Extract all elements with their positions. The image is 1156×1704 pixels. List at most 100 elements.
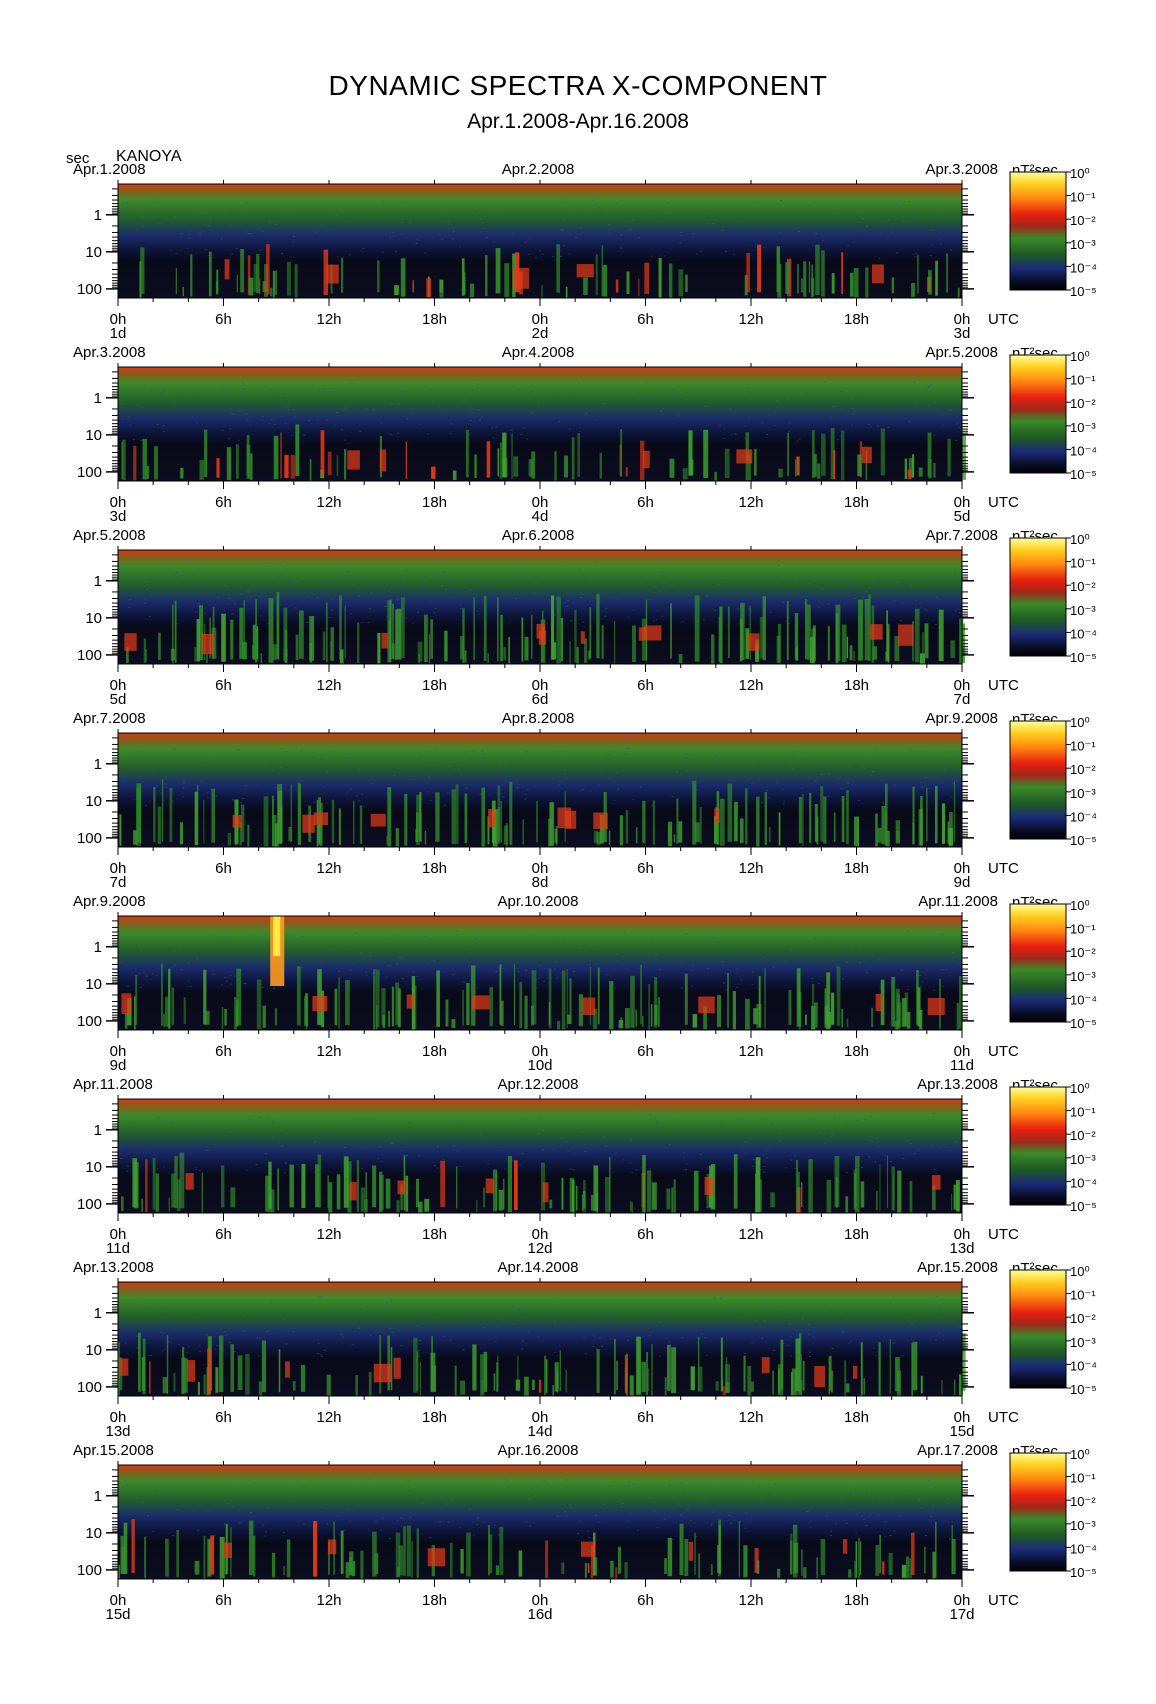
spectrogram-background [118,367,962,481]
colorbar-tick-label: 10⁻⁴ [1070,260,1097,275]
x-tick-label: 12h [316,860,341,877]
y-tick-label: 1 [94,1305,102,1322]
spectrogram-activity [118,1479,964,1579]
day-label: 5d [954,508,971,525]
colorbar-tick-label: 10⁻⁴ [1070,1175,1097,1190]
panel-date-start: Apr.15.2008 [73,1442,154,1459]
spectra-panel: Apr.9.2008 Apr.10.2008 Apr.11.2008 nT²sec 1 1… [0,894,1156,1076]
spectrogram-activity [121,199,964,298]
x-tick-label: 12h [738,311,763,328]
colorbar-tick-label: 10⁻² [1070,945,1096,960]
colorbar-tick-label: 10⁰ [1070,166,1090,181]
y-tick-label: 1 [94,207,102,224]
spectra-panel: Apr.11.2008 Apr.12.2008 Apr.13.2008 nT²sec 1… [0,1077,1156,1259]
colorbar-tick-label: 10⁻⁵ [1070,284,1097,299]
x-tick-label: 6h [637,860,654,877]
y-tick-label: 100 [77,1379,102,1396]
x-tick-label: 12h [738,1409,763,1426]
y-tick-label: 10 [85,610,102,627]
x-axis-unit: UTC [988,860,1019,877]
colorbar-tick-label: 10⁻⁵ [1070,833,1097,848]
day-label: 11d [106,1240,130,1257]
colorbar-tick-label: 10⁰ [1070,1081,1090,1096]
day-label: 14d [527,1423,552,1440]
x-tick-label: 12h [738,677,763,694]
y-tick-label: 1 [94,390,102,407]
panel-date-end: Apr.5.2008 [925,344,998,361]
y-tick-label: 10 [85,1525,102,1542]
spectrogram-svg: 1 10 100 0h 6h 12h 18h 0h 6h 12h 18h 0h UTC 13d 14d 15d… [77,1264,1097,1440]
colorbar-tick-label: 10⁻³ [1070,237,1096,252]
day-label: 13d [949,1240,974,1257]
colorbar-tick-label: 10⁻¹ [1070,1471,1096,1486]
x-tick-label: 12h [316,1043,341,1060]
colorbar [1009,720,1067,840]
day-label: 5d [110,691,127,708]
panel-date-end: Apr.9.2008 [925,710,998,727]
colorbar-tick-label: 10⁰ [1070,1447,1090,1462]
x-tick-label: 18h [422,860,447,877]
panel-date-start: Apr.1.2008 [73,161,146,178]
colorbar-tick-label: 10⁻⁵ [1070,1382,1097,1397]
spectrogram-svg: 1 10 100 0h 6h 12h 18h 0h 6h 12h 18h 0h UTC 3d 4d 5d 10⁰… [77,349,1097,525]
colorbar-tick-label: 10⁻¹ [1070,922,1096,937]
panel-date-end: Apr.17.2008 [917,1442,998,1459]
spectra-panel: Apr.1.2008 Apr.2.2008 Apr.3.2008 nT²sec 1 10 1… [0,162,1156,344]
colorbar-tick-label: 10⁻⁵ [1070,650,1097,665]
colorbar-tick-label: 10⁻⁴ [1070,1358,1097,1373]
x-tick-label: 0h [110,1226,127,1243]
x-tick-label: 0h [110,1592,127,1609]
y-axis-unit: sec [66,150,90,167]
colorbar-tick-label: 10⁻⁴ [1070,443,1097,458]
spectrogram-svg: 1 10 100 0h 6h 12h 18h 0h 6h 12h 18h 0h UTC 5d 6d 7d 10⁰… [77,532,1097,708]
day-label: 16d [527,1606,552,1623]
spectrogram-svg: 1 10 100 0h 6h 12h 18h 0h 6h 12h 18h 0h UTC 9d 10d 11d 1… [77,898,1097,1074]
x-tick-label: 6h [215,1409,232,1426]
colorbar [1009,1086,1067,1206]
x-tick-label: 0h [532,1592,549,1609]
x-axis-unit: UTC [988,1043,1019,1060]
colorbar-tick-label: 10⁻³ [1070,1335,1096,1350]
day-label: 13d [105,1423,130,1440]
colorbar-tick-label: 10⁻¹ [1070,1105,1096,1120]
spectrogram-background [118,1282,962,1396]
x-tick-label: 0h [532,1409,549,1426]
y-tick-label: 100 [77,1013,102,1030]
x-tick-label: 6h [215,494,232,511]
y-tick-label: 1 [94,573,102,590]
panel-date-mid: Apr.4.2008 [501,344,575,361]
x-tick-label: 6h [637,1409,654,1426]
spectrogram-activity [124,564,966,664]
colorbar-tick-label: 10⁰ [1070,715,1090,730]
colorbar-tick-label: 10⁻¹ [1070,556,1096,571]
spectrogram-activity [119,747,956,847]
chart-title: DYNAMIC SPECTRA X-COMPONENT [328,70,828,101]
x-tick-label: 0h [110,677,127,694]
spectrogram-svg: 1 10 100 0h 6h 12h 18h 0h 6h 12h 18h 0h UTC 1d 2d 3d 10⁰… [77,166,1097,342]
x-tick-label: 18h [422,311,447,328]
x-tick-label: 18h [422,1043,447,1060]
x-axis-unit: UTC [988,677,1019,694]
panel-date-start: Apr.7.2008 [73,710,146,727]
x-tick-label: 0h [532,677,549,694]
day-label: 2d [532,325,549,342]
y-tick-label: 100 [77,281,102,298]
colorbar-tick-label: 10⁻² [1070,762,1096,777]
x-tick-label: 6h [215,860,232,877]
colorbar-tick-label: 10⁻² [1070,396,1096,411]
spectra-panel: Apr.3.2008 Apr.4.2008 Apr.5.2008 nT²sec 1 10 1… [0,345,1156,527]
spectrogram-activity [118,1296,966,1396]
colorbar-tick-label: 10⁻³ [1070,786,1096,801]
panel-date-mid: Apr.2.2008 [501,161,575,178]
x-tick-label: 12h [738,860,763,877]
x-tick-label: 0h [532,494,549,511]
x-tick-label: 12h [316,677,341,694]
x-tick-label: 12h [316,1592,341,1609]
colorbar-tick-label: 10⁻⁴ [1070,992,1097,1007]
colorbar-tick-label: 10⁻² [1070,1311,1096,1326]
day-label: 9d [110,1057,127,1074]
panel-date-end: Apr.7.2008 [925,527,998,544]
y-tick-label: 10 [85,793,102,810]
colorbar-tick-label: 10⁻² [1070,1128,1096,1143]
